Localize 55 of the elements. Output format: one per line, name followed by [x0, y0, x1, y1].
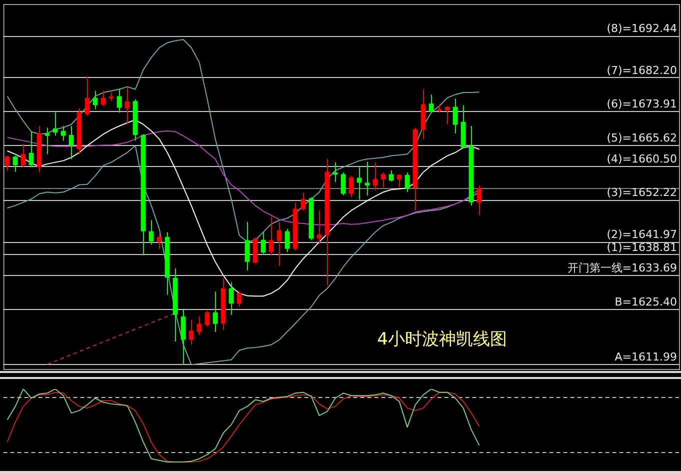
- candlestick: [300, 192, 306, 211]
- candlestick: [276, 221, 282, 266]
- candlestick: [268, 216, 274, 256]
- candlestick: [284, 228, 290, 253]
- candlestick: [228, 282, 234, 316]
- candlestick: [236, 291, 242, 308]
- candlestick: [444, 106, 450, 125]
- ref-line-label: 开门第一线=1633.69: [567, 262, 677, 275]
- candlestick: [244, 221, 250, 271]
- candlestick: [148, 220, 154, 246]
- candlestick: [20, 143, 26, 168]
- candlestick: [428, 94, 434, 114]
- candlestick: [116, 88, 122, 114]
- candlestick: [388, 170, 394, 182]
- ref-line-label: (2)=1641.97: [606, 228, 677, 241]
- candlestick: [364, 161, 370, 196]
- candlestick: [396, 174, 402, 188]
- candlestick: [100, 90, 106, 107]
- candlestick: [260, 232, 266, 254]
- ref-line-label: (1)=1638.81: [606, 240, 677, 254]
- candlestick: [380, 172, 386, 188]
- candlestick: [84, 76, 90, 116]
- candlestick: [212, 291, 218, 333]
- candlestick: [356, 166, 362, 200]
- candlestick: [204, 310, 210, 328]
- ref-line-label: (3)=1652.22: [606, 186, 677, 200]
- candlestick: [332, 162, 338, 183]
- candlestick: [52, 112, 58, 136]
- candlestick: [156, 233, 162, 250]
- annotation: 4小时波神凯线图: [377, 329, 507, 350]
- ref-line-label: (7)=1682.20: [606, 64, 677, 77]
- candlestick: [68, 126, 74, 160]
- candlestick: [12, 155, 18, 172]
- ref-line-label: (4)=1660.50: [606, 152, 677, 166]
- candlestick: [452, 98, 458, 134]
- candlestick: [28, 131, 34, 168]
- ref-line-label: (5)=1665.62: [606, 131, 677, 144]
- candlestick: [188, 319, 194, 346]
- ref-line-label: (6)=1673.91: [606, 98, 677, 111]
- candlestick: [124, 87, 130, 125]
- ref-line-label: B=1625.40: [614, 296, 677, 309]
- ref-line-label: A=1611.99: [614, 350, 677, 364]
- candlestick: [316, 210, 322, 244]
- candlestick: [180, 310, 186, 366]
- candlestick: [60, 126, 66, 142]
- candlestick: [196, 316, 202, 336]
- candlestick: [404, 172, 410, 193]
- ref-line-label: (8)=1692.44: [606, 22, 677, 36]
- candlestick: [340, 172, 346, 196]
- candlestick: [348, 175, 354, 198]
- candlestick: [476, 185, 482, 216]
- candlestick: [44, 127, 50, 155]
- candlestick: [92, 90, 98, 110]
- candlestick: [4, 155, 10, 171]
- candlestick: [372, 162, 378, 191]
